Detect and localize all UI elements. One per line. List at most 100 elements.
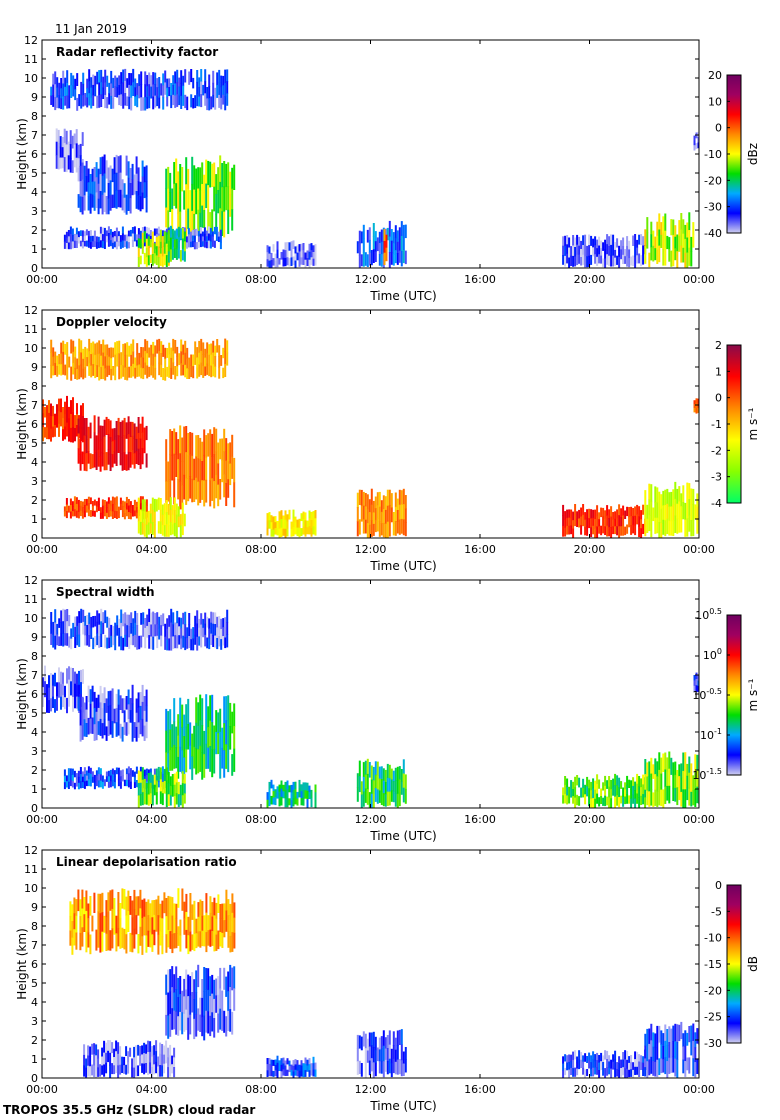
heatmap-cell <box>209 429 212 456</box>
heatmap-cell <box>114 342 117 356</box>
heatmap-cell <box>203 233 206 241</box>
heatmap-cell <box>566 235 569 245</box>
heatmap-cell <box>226 634 229 648</box>
heatmap-cell <box>135 896 138 916</box>
heatmap-cell <box>117 435 120 453</box>
heatmap-cell <box>111 168 114 183</box>
heatmap-cell <box>218 94 221 108</box>
heatmap-cell <box>164 82 167 95</box>
heatmap-cell <box>168 87 171 97</box>
heatmap-cell <box>356 521 359 537</box>
heatmap-cell <box>106 355 109 367</box>
heatmap-cell <box>75 234 78 242</box>
heatmap-cell <box>123 417 126 436</box>
heatmap-cell <box>119 155 122 174</box>
heatmap-cell <box>384 794 387 807</box>
heatmap-cell <box>76 414 78 426</box>
heatmap-cell <box>312 1069 315 1077</box>
heatmap-cell <box>308 251 311 261</box>
heatmap-cell <box>62 70 65 84</box>
heatmap-cell <box>598 526 601 534</box>
x-tick-label: 04:00 <box>136 273 168 286</box>
heatmap-cell <box>171 897 174 917</box>
heatmap-cell <box>151 1056 154 1068</box>
heatmap-cell <box>290 1069 293 1076</box>
heatmap-cell <box>630 1062 633 1070</box>
heatmap-cell <box>690 1040 693 1056</box>
heatmap-cell <box>652 1046 655 1062</box>
heatmap-cell <box>139 1055 142 1066</box>
heatmap-cell <box>658 1058 661 1075</box>
heatmap-cell <box>229 463 232 486</box>
heatmap-cell <box>632 524 635 534</box>
heatmap-cell <box>144 362 147 375</box>
heatmap-cell <box>206 342 209 354</box>
heatmap-cell <box>372 236 375 250</box>
heatmap-cell <box>662 248 665 266</box>
heatmap-cell <box>81 927 84 947</box>
heatmap-cell <box>134 357 137 369</box>
heatmap-cell <box>109 781 112 788</box>
y-tick-label: 9 <box>31 631 38 644</box>
heatmap-cell <box>614 796 617 808</box>
heatmap-cell <box>93 774 96 783</box>
heatmap-cell <box>115 1061 118 1073</box>
heatmap-cell <box>201 162 204 185</box>
heatmap-cell <box>76 97 79 111</box>
heatmap-cell <box>308 785 311 793</box>
heatmap-cell <box>662 490 665 506</box>
heatmap-cell <box>120 622 123 637</box>
heatmap-cell <box>582 778 585 789</box>
heatmap-cell <box>626 246 629 257</box>
heatmap-cell <box>191 756 194 780</box>
heatmap-cell <box>187 698 190 725</box>
heatmap-cell <box>96 95 99 109</box>
heatmap-cell <box>167 525 170 537</box>
heatmap-cell <box>197 702 200 727</box>
heatmap-cell <box>217 484 220 507</box>
heatmap-cell <box>396 230 399 243</box>
heatmap-cell <box>99 456 102 472</box>
heatmap-cell <box>308 259 311 268</box>
heatmap-cell <box>278 791 281 800</box>
heatmap-cell <box>189 454 192 477</box>
heatmap-cell <box>676 1024 679 1043</box>
heatmap-cell <box>610 506 613 518</box>
heatmap-cell <box>88 81 91 94</box>
heatmap-cell <box>676 518 679 534</box>
heatmap-cell <box>304 512 307 521</box>
heatmap-cell <box>650 221 653 235</box>
heatmap-cell <box>162 85 165 98</box>
heatmap-cell <box>374 251 377 262</box>
heatmap-cell <box>137 181 140 196</box>
heatmap-cell <box>227 991 230 1012</box>
heatmap-cell <box>123 928 126 950</box>
heatmap-cell <box>94 85 97 97</box>
heatmap-cell <box>402 488 405 505</box>
heatmap-cell <box>378 766 381 779</box>
heatmap-cell <box>182 364 185 376</box>
heatmap-cell <box>177 926 180 946</box>
heatmap-cell <box>658 787 661 806</box>
heatmap-cell <box>137 934 140 954</box>
heatmap-cell <box>115 241 118 250</box>
heatmap-cell <box>63 241 66 249</box>
heatmap-cell <box>81 776 84 783</box>
heatmap-cell <box>187 935 190 955</box>
heatmap-cell <box>148 96 151 109</box>
heatmap-cell <box>153 774 156 786</box>
heatmap-cell <box>181 1012 184 1035</box>
heatmap-cell <box>364 774 367 789</box>
heatmap-cell <box>122 343 125 356</box>
heatmap-cell <box>131 227 134 234</box>
heatmap-cell <box>79 510 82 517</box>
heatmap-cell <box>101 775 104 783</box>
heatmap-cell <box>135 451 138 464</box>
heatmap-cell <box>91 685 94 703</box>
heatmap-cell <box>402 519 405 536</box>
heatmap-cell <box>612 1054 615 1063</box>
heatmap-cell <box>145 775 148 782</box>
heatmap-cell <box>169 192 172 212</box>
heatmap-cell <box>211 236 214 242</box>
heatmap-cell <box>209 454 212 481</box>
